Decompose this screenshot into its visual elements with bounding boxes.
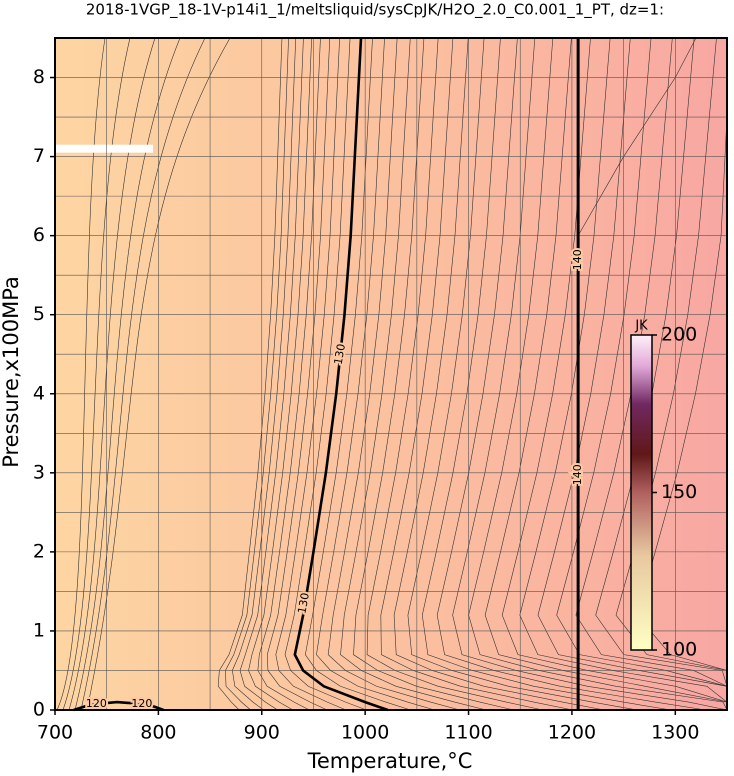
- contour-line-thin: [56, 37, 106, 711]
- contour-label: 130: [332, 343, 348, 366]
- colorbar-label: JK: [634, 319, 648, 334]
- y-tick-label: 8: [33, 66, 45, 88]
- plot-frame: [54, 37, 728, 711]
- y-tick-label: 1: [33, 619, 45, 641]
- x-tick-label: 700: [37, 722, 73, 744]
- contour-line: [73, 700, 164, 712]
- y-tick-label: 0: [33, 699, 45, 721]
- contour-label: 140: [571, 249, 584, 270]
- y-tick-label: 7: [33, 145, 45, 167]
- y-tick-label: 3: [33, 461, 45, 483]
- contour-label: 120: [131, 697, 152, 710]
- contour-label: 120: [86, 697, 107, 710]
- x-tick-label: 1000: [341, 722, 389, 744]
- colorbar-tick-label: 100: [661, 639, 697, 661]
- colorbar-tick-label: 150: [661, 481, 697, 503]
- contour-line-thin: [86, 37, 231, 711]
- x-tick-label: 900: [244, 722, 280, 744]
- contour-line-thin: [74, 37, 181, 711]
- x-tick-label: 1200: [548, 722, 596, 744]
- x-tick-label: 1100: [444, 722, 492, 744]
- contour-line-thin: [68, 37, 156, 711]
- chart-title: 2018-1VGP_18-1V-p14i1_1/meltsliquid/sysC…: [86, 1, 664, 20]
- contour-line: [293, 37, 389, 712]
- plot-background: [55, 38, 727, 710]
- y-tick-label: 5: [33, 303, 45, 325]
- contour-line-thin: [62, 37, 131, 711]
- contour-label: 140: [571, 464, 584, 485]
- contour-line-thin: [80, 37, 206, 711]
- colorbar: [630, 334, 653, 651]
- x-axis-label: Temperature,°C: [307, 749, 473, 773]
- x-tick-label: 800: [140, 722, 176, 744]
- y-tick-label: 4: [33, 382, 45, 404]
- colorbar-tick-label: 200: [661, 324, 697, 346]
- y-tick-label: 6: [33, 224, 45, 246]
- y-tick-label: 2: [33, 540, 45, 562]
- white-bar: [55, 144, 153, 153]
- contour-label: 130: [295, 592, 311, 615]
- x-tick-label: 1300: [651, 722, 699, 744]
- y-axis-label: Pressure,x100MPa: [0, 276, 23, 468]
